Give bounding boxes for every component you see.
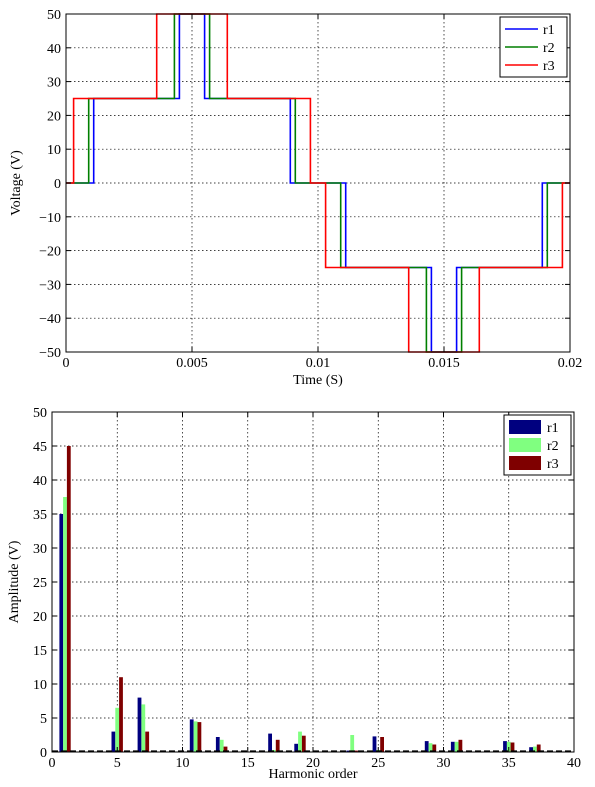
bar-r1 (215, 737, 220, 752)
bar-r3 (119, 677, 123, 752)
voltage-y-axis-label: Voltage (V) (9, 150, 24, 216)
bar-r2 (298, 731, 302, 752)
legend-swatch (509, 438, 541, 452)
harmonic-ticks: 0 5 10 15 20 25 30 35 40 0 5 10 15 20 25 30 35 40 45 50 (33, 406, 581, 771)
y-tick-label: −40 (39, 312, 61, 327)
y-tick-label: 20 (47, 109, 61, 124)
x-tick-label: 40 (567, 756, 581, 771)
bar-r3 (536, 744, 541, 752)
bar-r1 (268, 733, 272, 752)
bar-r1 (372, 736, 377, 752)
x-tick-label: 10 (176, 756, 190, 771)
y-tick-label: 45 (33, 440, 47, 455)
harmonic-legend: r1 r2 r3 (503, 414, 572, 476)
voltage-legend: r1 r2 r3 (499, 16, 568, 78)
voltage-ticks: 0 0.005 0.01 0.015 0.02 −50 −40 −30 −20 −10 0 10 20 3… (39, 8, 582, 371)
legend-label: r1 (547, 421, 559, 436)
bar-r1 (59, 514, 64, 752)
bar-r1 (294, 743, 299, 752)
bar-r2 (63, 497, 67, 752)
voltage-x-axis-label: Time (S) (293, 373, 343, 388)
x-tick-label: 0.015 (428, 356, 460, 371)
legend-swatch (509, 456, 541, 470)
x-tick-label: 0 (63, 356, 70, 371)
y-tick-label: 10 (47, 143, 61, 158)
legend-label: r3 (547, 457, 559, 472)
y-tick-label: −50 (39, 346, 61, 361)
voltage-chart: 0 0.005 0.01 0.015 0.02 −50 −40 −30 −20 −10 0 10 20 3… (9, 8, 582, 388)
y-tick-label: 40 (47, 42, 61, 57)
x-tick-label: 20 (306, 756, 320, 771)
legend-label: r2 (547, 439, 559, 454)
y-tick-label: 35 (33, 508, 47, 523)
bar-r3 (145, 731, 150, 752)
bar-r2 (506, 741, 511, 752)
bar-r2 (533, 746, 537, 752)
bar-r1 (450, 741, 455, 752)
bar-r3 (197, 722, 202, 752)
y-tick-label: −30 (39, 278, 61, 293)
bar-r3 (66, 446, 71, 752)
bar-r3 (380, 737, 384, 752)
bar-r2 (454, 741, 459, 752)
bar-r2 (219, 739, 224, 752)
x-tick-label: 25 (371, 756, 385, 771)
bar-r3 (275, 739, 280, 752)
legend-label: r2 (543, 41, 555, 56)
bar-r1 (189, 719, 194, 752)
y-tick-label: 25 (33, 576, 47, 591)
bar-r3 (510, 742, 515, 752)
bar-r1 (137, 697, 142, 752)
legend-swatch (509, 420, 541, 434)
bar-r2 (428, 743, 433, 752)
bar-r1 (346, 750, 351, 752)
bar-r2 (115, 707, 120, 752)
bar-r2 (350, 735, 355, 752)
y-tick-label: 30 (47, 76, 61, 91)
harmonic-bars (52, 446, 574, 752)
bar-r3 (301, 735, 306, 752)
bar-r3 (223, 746, 228, 752)
y-tick-label: 50 (33, 406, 47, 421)
x-tick-label: 0.005 (176, 356, 208, 371)
y-tick-label: 40 (33, 474, 47, 489)
bar-r3 (458, 739, 463, 752)
voltage-series (66, 13, 570, 353)
bar-r1 (424, 741, 429, 752)
x-tick-label: 0.02 (558, 356, 583, 371)
bar-r1 (529, 747, 533, 752)
y-tick-label: 30 (33, 542, 47, 557)
legend-label: r3 (543, 59, 555, 74)
x-tick-label: 5 (114, 756, 121, 771)
legend-label: r1 (543, 23, 555, 38)
bar-r1 (111, 731, 116, 752)
x-tick-label: 0.01 (306, 356, 331, 371)
y-tick-label: 0 (54, 177, 61, 192)
y-tick-label: −20 (39, 245, 61, 260)
y-tick-label: 20 (33, 610, 47, 625)
harmonic-x-axis-label: Harmonic order (268, 767, 357, 782)
x-tick-label: 30 (437, 756, 451, 771)
x-tick-label: 0 (49, 756, 56, 771)
series-line-r3 (66, 13, 570, 353)
bar-r3 (354, 750, 358, 752)
y-tick-label: 15 (33, 644, 47, 659)
y-tick-label: 0 (40, 746, 47, 761)
bar-r2 (193, 721, 198, 752)
y-tick-label: 10 (33, 678, 47, 693)
bar-r3 (432, 744, 437, 752)
harmonic-y-axis-label: Amplitude (V) (7, 540, 22, 623)
y-tick-label: 50 (47, 8, 61, 23)
bar-r2 (141, 704, 146, 752)
harmonic-grid (52, 412, 574, 752)
x-tick-label: 35 (502, 756, 516, 771)
y-tick-label: −10 (39, 211, 61, 226)
y-tick-label: 5 (40, 712, 47, 727)
bar-r1 (503, 741, 507, 752)
x-tick-label: 15 (241, 756, 255, 771)
